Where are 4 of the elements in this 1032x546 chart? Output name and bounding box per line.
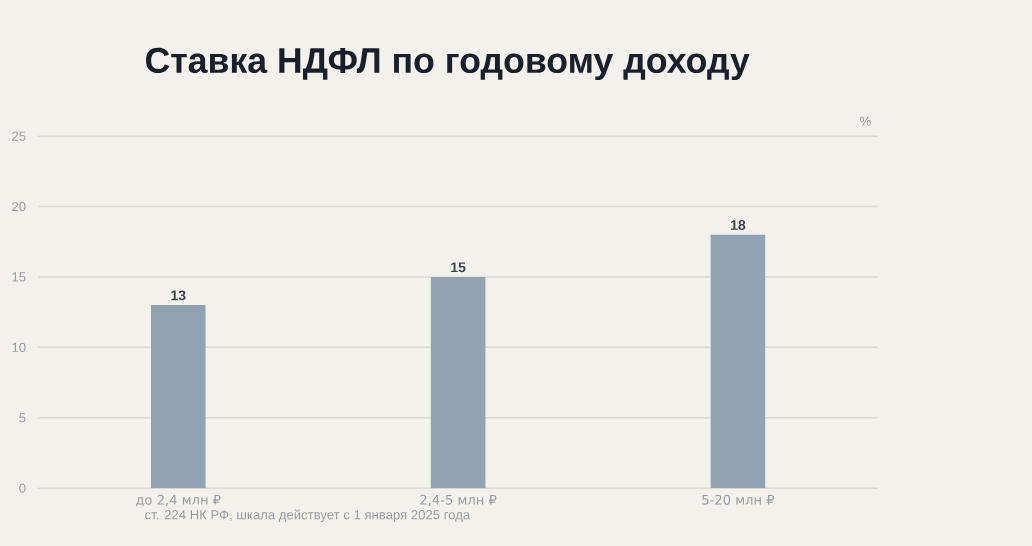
bar (710, 234, 766, 489)
bar (430, 277, 486, 489)
bar (150, 305, 206, 489)
chart-title: Ставка НДФЛ по годовому доходу (146, 47, 750, 81)
